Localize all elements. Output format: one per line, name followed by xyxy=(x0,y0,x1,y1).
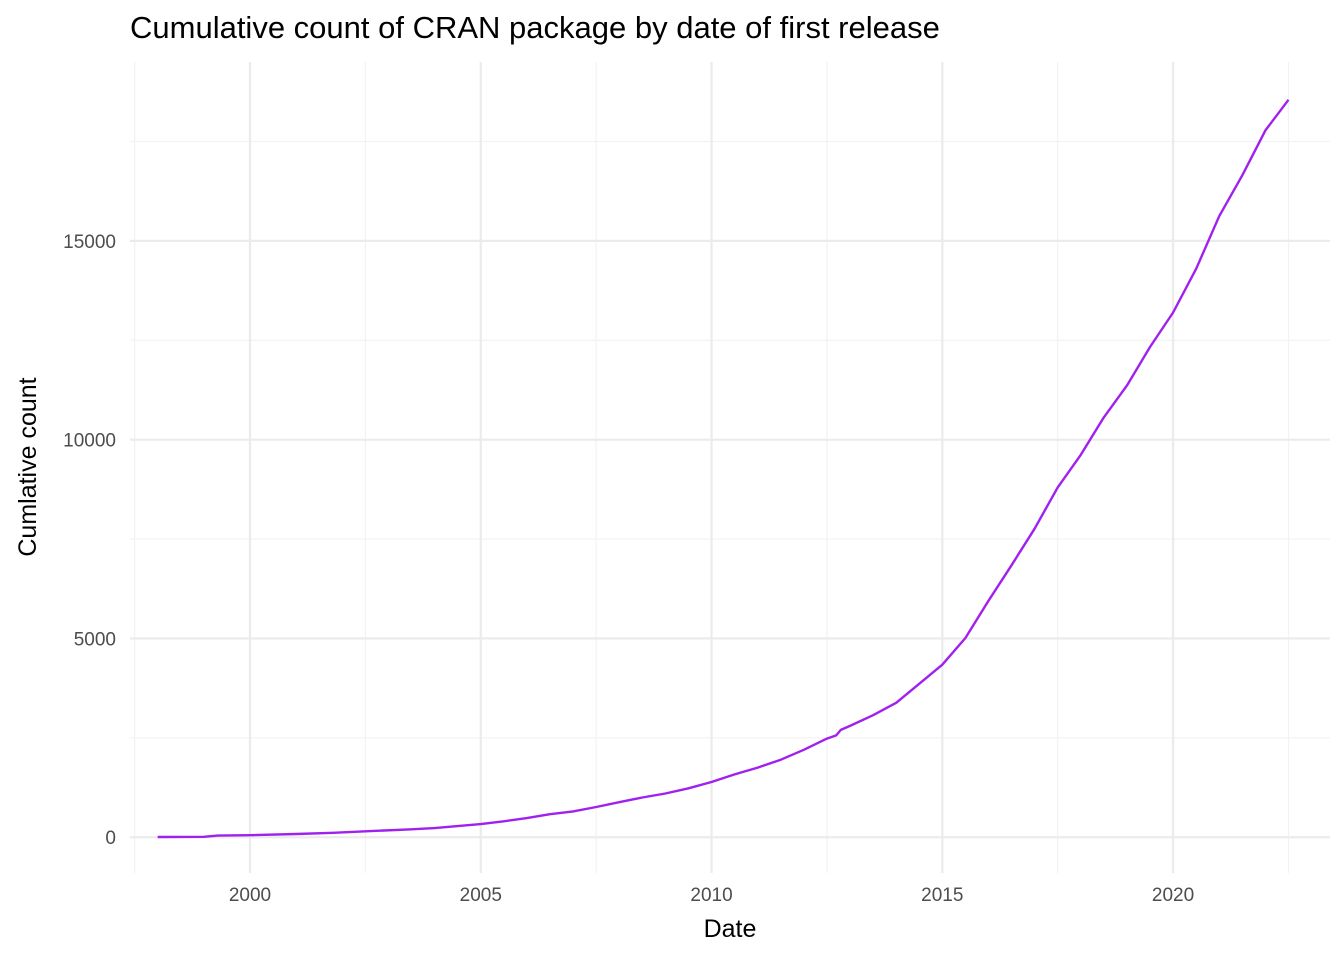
y-tick-label: 5000 xyxy=(74,629,116,650)
x-tick-label: 2005 xyxy=(460,885,502,906)
minor-gridlines xyxy=(130,62,1330,873)
tick-labels: 2000 2005 2010 2015 2020 0 5000 10000 15000 xyxy=(63,232,1194,906)
y-axis-title: Cumlative count xyxy=(14,377,42,556)
x-tick-label: 2020 xyxy=(1152,885,1194,906)
x-tick-label: 2000 xyxy=(229,885,271,906)
chart-title: Cumulative count of CRAN package by date… xyxy=(130,10,940,45)
series-layer xyxy=(157,99,1290,839)
major-gridlines xyxy=(130,62,1330,873)
y-tick-label: 10000 xyxy=(63,431,116,452)
series-line xyxy=(157,99,1290,839)
y-tick-label: 15000 xyxy=(63,232,116,253)
x-tick-label: 2015 xyxy=(921,885,963,906)
x-tick-label: 2010 xyxy=(690,885,732,906)
x-axis-title: Date xyxy=(704,915,757,943)
y-tick-label: 0 xyxy=(105,828,116,849)
